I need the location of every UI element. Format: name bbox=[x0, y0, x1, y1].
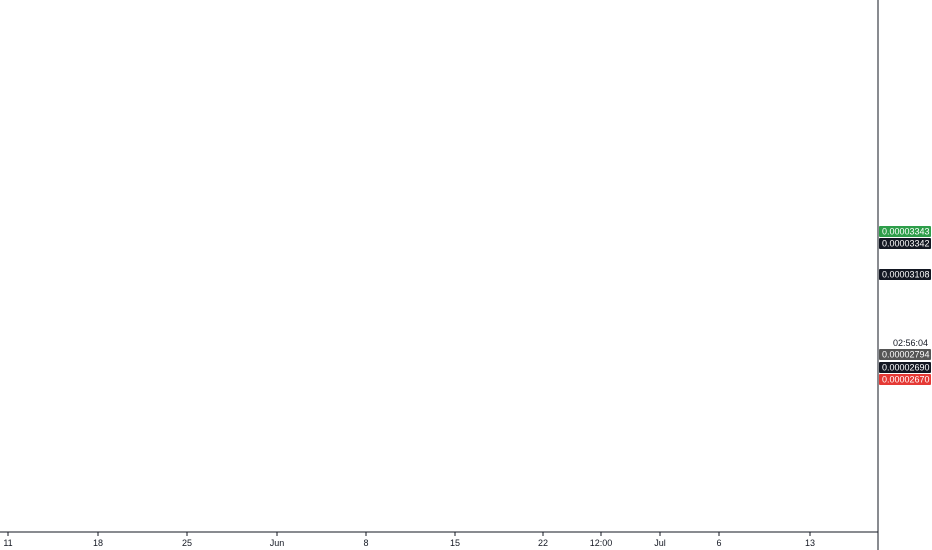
price-badge-label: 0.00003342 bbox=[882, 239, 930, 249]
price-axis[interactable]: 0.000018000.000020000.000022000.00002400… bbox=[877, 0, 932, 550]
price-badge: 0.00002690 bbox=[879, 362, 931, 373]
time-tick-label: 8 bbox=[363, 538, 368, 548]
time-tick-label: 13 bbox=[805, 538, 815, 548]
price-badge-bg bbox=[879, 269, 931, 280]
price-badge: 0.00002670 bbox=[879, 374, 931, 385]
time-tick-label: 12:00 bbox=[590, 538, 613, 548]
price-badge-label: 0.00002794 bbox=[882, 350, 930, 360]
price-badges: 0.00003343 0.00003342 0.00003108 0.00002794… bbox=[879, 226, 931, 385]
price-badge: 0.00002794 bbox=[879, 349, 931, 360]
price-badge-bg bbox=[879, 362, 931, 373]
time-tick-label: 22 bbox=[538, 538, 548, 548]
time-tick-label: 25 bbox=[182, 538, 192, 548]
price-badge-bg bbox=[879, 349, 931, 360]
time-axis[interactable]: 11 18 25 Jun 8 15 22 12:00 Jul 6 13 bbox=[0, 531, 878, 548]
time-tick-label: 6 bbox=[716, 538, 721, 548]
time-tick-label: 18 bbox=[93, 538, 103, 548]
price-badge: 0.00003343 bbox=[879, 226, 931, 237]
price-badge-bg bbox=[879, 226, 931, 237]
price-badge-label: 0.00002690 bbox=[882, 363, 930, 373]
price-badge: 0.00003108 bbox=[879, 269, 931, 280]
time-tick-label: 11 bbox=[3, 538, 12, 548]
price-badge-bg bbox=[879, 238, 931, 249]
price-badge-label: 0.00002670 bbox=[882, 375, 930, 385]
time-tick-label: Jul bbox=[654, 538, 666, 548]
time-tick-label: Jun bbox=[270, 538, 285, 548]
price-badge-label: 0.00003343 bbox=[882, 227, 930, 237]
price-badge-bg bbox=[879, 374, 931, 385]
time-tick-label: 15 bbox=[450, 538, 460, 548]
bar-countdown: 02:56:04 bbox=[893, 338, 928, 348]
price-badge: 0.00003342 bbox=[879, 238, 931, 249]
price-badge-label: 0.00003108 bbox=[882, 270, 930, 280]
